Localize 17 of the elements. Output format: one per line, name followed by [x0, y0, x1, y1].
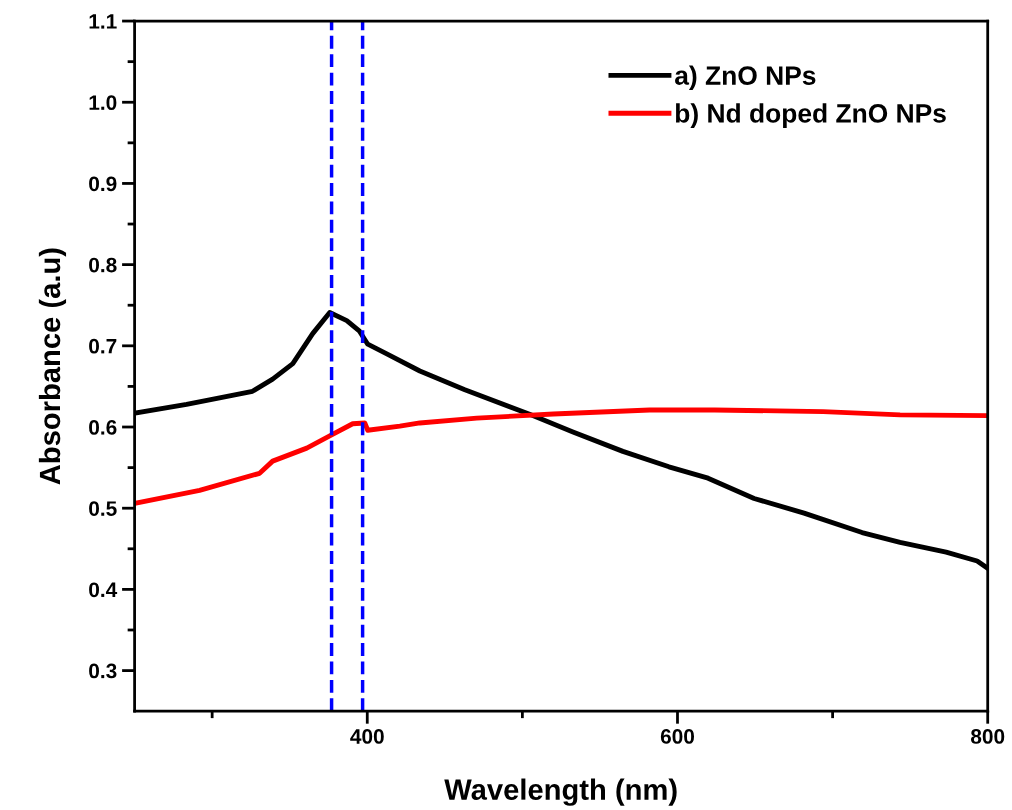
y-tick-label: 0.6 — [89, 420, 117, 435]
line-series — [134, 407, 988, 506]
y-tick-label: 0.7 — [89, 338, 117, 354]
legend-label: a) ZnO NPs — [675, 65, 816, 91]
legend-label: b) Nd doped ZnO NPs — [675, 103, 946, 128]
y-tick-label: 1.0 — [89, 95, 117, 110]
y-tick-label: 0.3 — [89, 663, 117, 679]
x-axis-title: Wavelength (nm) — [444, 778, 677, 806]
x-tick-label: 800 — [970, 729, 1005, 744]
y-tick-label: 0.8 — [89, 257, 117, 273]
y-tick-label: 0.5 — [89, 501, 117, 516]
y-tick-label: 1.1 — [89, 14, 117, 29]
y-tick-label: 0.4 — [89, 582, 118, 598]
x-tick-label: 400 — [350, 729, 384, 744]
y-axis-title: Absorbance (a.u) — [38, 248, 67, 485]
x-tick-label: 600 — [660, 729, 695, 744]
y-tick-label: 0.9 — [89, 176, 117, 192]
